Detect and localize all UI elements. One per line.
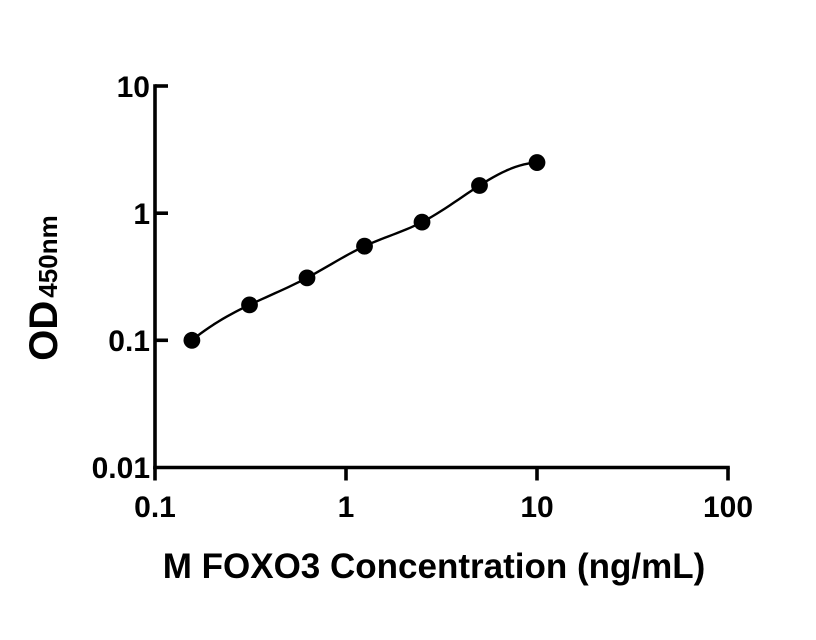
svg-text:0.1: 0.1	[134, 491, 176, 524]
svg-text:OD450nm: OD450nm	[22, 215, 66, 360]
svg-text:0.01: 0.01	[92, 452, 150, 485]
svg-text:1: 1	[133, 198, 150, 231]
svg-text:100: 100	[703, 491, 753, 524]
svg-text:0.1: 0.1	[108, 325, 150, 358]
svg-text:10: 10	[117, 71, 150, 104]
svg-text:M FOXO3 Concentration (ng/mL): M FOXO3 Concentration (ng/mL)	[163, 547, 705, 586]
svg-text:1: 1	[338, 491, 355, 524]
svg-text:10: 10	[520, 491, 553, 524]
